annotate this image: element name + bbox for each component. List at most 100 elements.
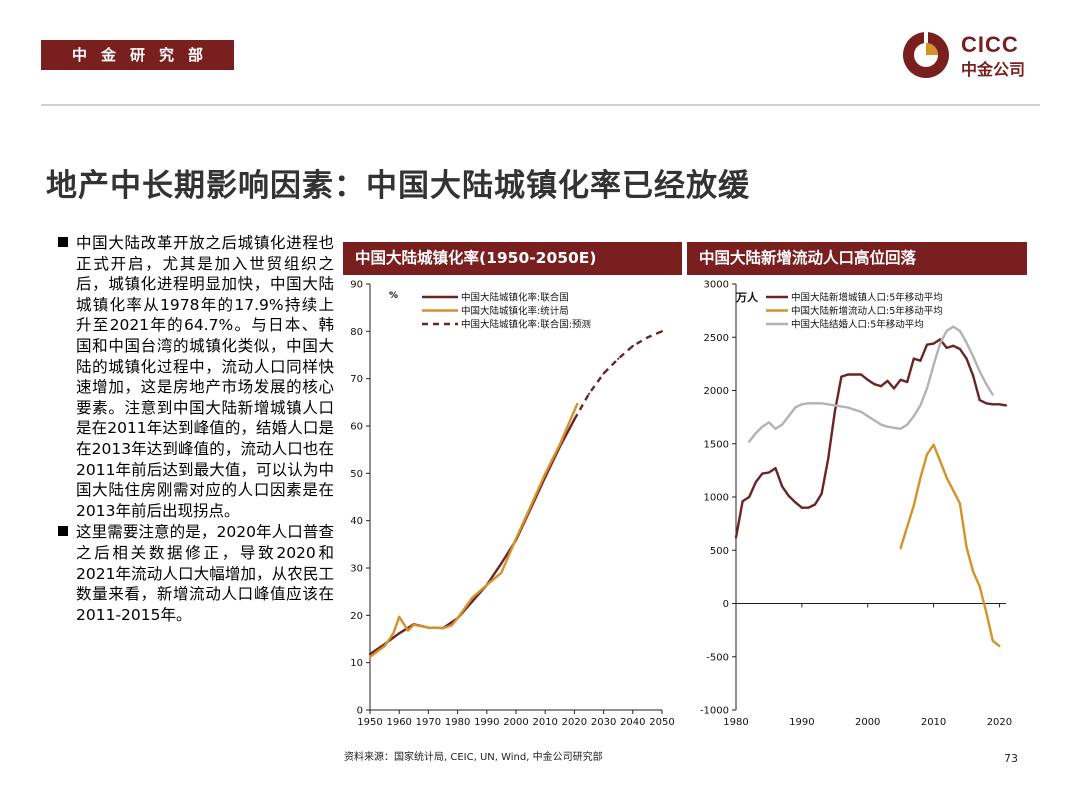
data-point <box>958 502 961 505</box>
data-point <box>912 415 915 418</box>
y-tick-label: 1500 <box>704 439 729 450</box>
data-point <box>631 344 634 348</box>
data-point <box>985 402 988 405</box>
data-point <box>912 504 915 507</box>
data-point <box>932 342 935 345</box>
data-point <box>919 359 922 362</box>
data-point <box>392 632 395 635</box>
y-tick-label: 30 <box>350 564 363 575</box>
data-point <box>471 596 474 599</box>
data-point <box>660 330 664 333</box>
logo-text-en: CICC <box>961 32 1019 57</box>
data-point <box>646 336 649 339</box>
y-tick-label: 0 <box>723 599 729 610</box>
data-point <box>892 426 896 429</box>
data-point <box>879 385 882 388</box>
data-point <box>972 570 975 573</box>
data-point <box>985 610 988 614</box>
data-point <box>846 373 850 376</box>
data-point <box>807 402 810 405</box>
x-tick-label: 1980 <box>723 717 748 728</box>
data-point <box>485 583 488 587</box>
data-point <box>912 357 915 360</box>
data-point <box>978 370 981 373</box>
source-note: 资料来源：国家统计局, CEIC, UN, Wind, 中金公司研究部 <box>344 752 603 763</box>
y-tick-label: 1000 <box>704 493 729 504</box>
data-point <box>840 405 843 408</box>
legend-label: 中国大陆城镇化率:联合国 <box>461 292 569 304</box>
data-point <box>906 423 909 426</box>
department-badge: 中金研究部 <box>41 40 234 70</box>
data-point <box>576 402 579 405</box>
data-point <box>544 472 547 475</box>
data-point <box>398 615 401 618</box>
data-point <box>991 393 994 396</box>
x-tick-label: 2010 <box>921 717 946 728</box>
data-point <box>500 562 503 565</box>
data-point <box>886 425 889 428</box>
data-point <box>761 425 764 428</box>
x-tick-label: 2000 <box>855 717 880 728</box>
data-point <box>840 375 843 378</box>
data-point <box>794 501 797 504</box>
data-point <box>945 329 948 332</box>
data-point <box>827 457 830 460</box>
x-tick-label: 1950 <box>357 717 382 728</box>
cicc-logo-icon <box>903 32 949 78</box>
data-point <box>820 492 823 495</box>
y-tick-label: 90 <box>350 280 363 291</box>
x-tick-label: 1990 <box>789 717 814 728</box>
data-point <box>450 624 453 627</box>
data-point <box>899 378 902 381</box>
y-unit-label: 万人 <box>735 290 759 304</box>
data-point <box>787 415 790 418</box>
legend-label: 中国大陆新增城镇人口:5年移动平均 <box>791 292 943 304</box>
data-point <box>985 383 988 386</box>
x-tick-label: 1980 <box>445 717 470 728</box>
data-point <box>833 410 836 413</box>
data-point <box>853 373 856 376</box>
x-tick-label: 2020 <box>562 717 587 728</box>
data-point <box>919 404 922 407</box>
data-point <box>514 537 518 540</box>
data-point <box>958 347 961 351</box>
data-point <box>952 489 955 492</box>
data-point <box>774 427 777 430</box>
bullet-item: 这里需要注意的是，2020年人口普查之后相关数据修正，导致2020和2021年流… <box>54 522 334 625</box>
data-point <box>800 506 803 509</box>
data-point <box>813 503 817 506</box>
data-point <box>368 653 372 656</box>
y-tick-label: 2500 <box>704 333 729 344</box>
data-point <box>906 525 909 528</box>
data-point <box>734 536 738 539</box>
data-point <box>873 383 876 386</box>
data-point <box>925 387 929 390</box>
data-point <box>774 467 777 470</box>
data-point <box>573 418 576 421</box>
data-point <box>761 472 764 475</box>
data-point <box>767 421 770 424</box>
data-point <box>846 406 850 409</box>
data-point <box>500 571 503 574</box>
series-line-2 <box>573 330 663 420</box>
y-tick-label: 40 <box>350 516 363 527</box>
data-point <box>813 402 817 405</box>
series-line-1 <box>899 443 1001 648</box>
data-point <box>925 343 929 346</box>
legend-label: 中国大陆结婚人口:5年移动平均 <box>791 319 924 331</box>
legend-label: 中国大陆城镇化率:联合国:预测 <box>461 319 591 331</box>
data-point <box>965 341 968 344</box>
data-point <box>932 443 935 446</box>
x-tick-label: 2010 <box>532 717 557 728</box>
data-point <box>383 645 386 648</box>
bullet-item: 中国大陆改革开放之后城镇化进程也正式开启，尤其是加入世贸组织之后，城镇化进程明显… <box>54 233 334 521</box>
x-tick-label: 1990 <box>474 717 499 728</box>
data-point <box>767 471 770 474</box>
data-point <box>820 402 823 405</box>
data-point <box>471 600 474 603</box>
series-line-1 <box>369 403 579 658</box>
x-tick-label: 2000 <box>503 717 528 728</box>
data-point <box>998 645 1001 648</box>
y-tick-label: 10 <box>350 658 363 669</box>
y-tick-label: 2000 <box>704 386 729 397</box>
